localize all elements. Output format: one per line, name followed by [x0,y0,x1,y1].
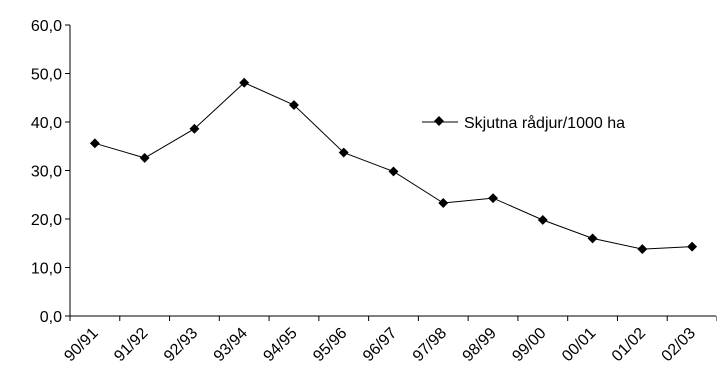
data-point [587,233,598,244]
y-tick-label: 50,0 [31,67,62,84]
series-group [89,77,698,255]
data-point [488,193,498,204]
y-tick-label: 20,0 [31,212,62,229]
x-tick-label: 91/92 [111,325,151,365]
x-tick-label: 94/95 [260,325,300,365]
data-point [687,241,698,252]
y-tick-label: 60,0 [31,18,62,35]
x-tick-label: 02/03 [659,325,699,365]
data-point [139,152,150,163]
data-point [89,138,100,149]
y-axis-ticks: 0,0 10,0 20,0 30,0 40,0 50,0 60,0 [31,18,70,326]
legend-marker [434,116,444,126]
data-point [338,147,349,158]
x-tick-label: 98/99 [460,325,500,365]
x-tick-label: 90/91 [61,325,101,365]
data-point [239,77,250,88]
x-axis-ticks: 90/91 91/92 92/93 93/94 94/95 95/96 96/97 97/98… [61,316,717,365]
data-point [438,198,449,208]
x-tick-label: 95/96 [310,325,350,365]
data-point [189,123,200,134]
data-point [537,215,548,225]
y-tick-label: 40,0 [31,115,62,132]
y-tick-label: 30,0 [31,164,62,181]
y-tick-label: 10,0 [31,261,62,278]
legend: Skjutna rådjur/1000 ha [422,114,625,132]
series-line [94,82,693,250]
x-tick-label: 92/93 [161,325,201,365]
x-tick-label: 93/94 [211,325,251,365]
y-tick-label: 0,0 [40,309,62,326]
x-tick-label: 96/97 [360,325,400,365]
x-tick-label: 99/00 [509,325,549,365]
x-tick-label: 01/02 [609,325,649,365]
x-tick-label: 97/98 [410,325,450,365]
data-point [637,244,648,255]
data-point [388,166,399,177]
x-tick-label: 00/01 [559,325,599,365]
legend-label: Skjutna rådjur/1000 ha [464,114,625,132]
